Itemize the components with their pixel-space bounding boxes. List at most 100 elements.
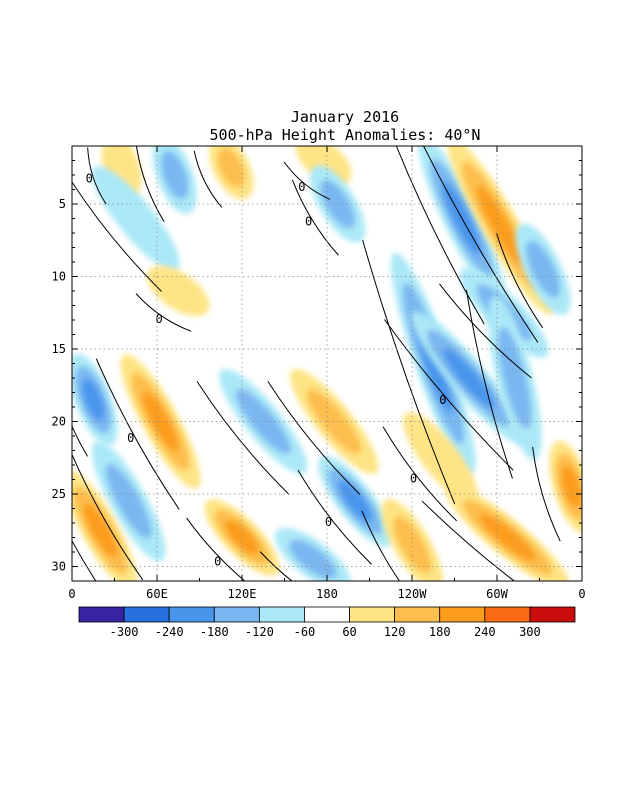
anomaly-band — [480, 514, 536, 561]
colorbar-label: 240 — [474, 625, 496, 639]
y-tick-label: 20 — [52, 415, 66, 429]
zero-contour-line — [291, 179, 339, 256]
contour-label: 0 — [298, 180, 305, 194]
anomaly-band — [295, 146, 352, 186]
zero-contour-line — [465, 289, 513, 479]
colorbar-swatch — [394, 606, 441, 623]
colorbar-swatch — [439, 606, 486, 623]
y-tick-label: 10 — [52, 270, 66, 284]
zero-contour-line — [72, 453, 144, 581]
positive-anomaly-18 — [403, 412, 478, 504]
x-tick-label: 120W — [398, 587, 428, 601]
zero-contour-line — [382, 426, 458, 522]
colorbar-swatch — [529, 606, 576, 623]
negative-anomaly-14 — [72, 353, 118, 446]
negative-anomaly-7 — [91, 166, 180, 271]
negative-anomaly-26 — [274, 527, 351, 581]
colorbar-swatch — [78, 606, 125, 623]
zero-contour-line — [283, 161, 331, 200]
anomaly-band — [338, 481, 372, 522]
colorbar-label: -60 — [294, 625, 316, 639]
negative-anomaly-11 — [515, 223, 571, 316]
positive-anomaly-22 — [72, 470, 138, 581]
anomaly-band — [217, 148, 245, 188]
zero-contour-line — [72, 425, 88, 457]
colorbar-label: 120 — [384, 625, 406, 639]
x-axis: 0 60E 120E 180 120W 60W 0 — [68, 146, 586, 601]
anomaly-band — [476, 186, 525, 266]
colorbar-swatch — [168, 606, 215, 623]
x-tick-label: 0 — [68, 587, 75, 601]
colorbar-swatch — [258, 606, 305, 623]
x-tick-label: 60W — [486, 587, 508, 601]
zero-contour-line — [384, 319, 514, 471]
positive-anomaly-3 — [295, 146, 352, 186]
contour-label: 0 — [439, 393, 446, 407]
colorbar-swatch — [123, 606, 170, 623]
positive-anomaly-25 — [381, 498, 443, 581]
positive-anomaly-23 — [445, 485, 570, 581]
positive-anomaly-20 — [549, 440, 582, 533]
zero-contour-line — [421, 500, 516, 581]
zero-contour-line — [362, 239, 456, 505]
zero-contour-line — [87, 147, 107, 205]
zero-contour-line — [532, 446, 561, 542]
gridlines — [72, 146, 582, 581]
negative-anomaly-16 — [219, 369, 308, 474]
anomaly-band — [161, 151, 189, 199]
negative-anomaly-1 — [152, 146, 197, 214]
y-tick-label: 25 — [52, 487, 66, 501]
anomaly-band — [393, 516, 431, 573]
x-tick-label: 0 — [578, 587, 585, 601]
colorbar-label: 180 — [429, 625, 451, 639]
colorbar-label: -240 — [155, 625, 184, 639]
positive-anomaly-9 — [147, 265, 210, 317]
anomaly-band — [142, 391, 179, 452]
zero-contour-line — [423, 146, 539, 343]
y-tick-label: 5 — [59, 197, 66, 211]
colorbar-label: -180 — [200, 625, 229, 639]
zero-contour-line — [135, 146, 165, 222]
anomaly-band — [106, 464, 152, 539]
negative-anomaly-13 — [488, 295, 542, 461]
anomaly-band — [403, 412, 478, 504]
x-tick-label: 120E — [228, 587, 257, 601]
contour-label: 0 — [214, 554, 221, 568]
zero-contour-line — [496, 233, 544, 329]
x-tick-label: 180 — [316, 587, 338, 601]
anomaly-band — [82, 379, 105, 421]
zero-contour-line — [196, 381, 290, 495]
zero-contour-line — [72, 539, 97, 581]
colorbar-swatch — [213, 606, 260, 623]
colorbar-label: -300 — [110, 625, 139, 639]
anomaly-band — [147, 265, 210, 317]
contour-label: 0 — [410, 472, 417, 486]
plot-area: 0 0 0 0 0 0 0 0 0 0 60E 120E 180 120W 60W 0 5 10 15 20 25 3… — [52, 145, 586, 601]
contour-label: 0 — [86, 171, 93, 185]
zero-contour-line — [95, 358, 180, 510]
y-tick-label: 30 — [52, 560, 66, 574]
x-tick-label: 60E — [146, 587, 168, 601]
anomaly-band — [561, 466, 582, 508]
colorbar-swatch — [349, 606, 396, 623]
zero-contour-line — [361, 510, 401, 581]
anomaly-band — [236, 389, 291, 454]
zero-contour-line — [259, 551, 293, 581]
zero-contour-line — [267, 381, 361, 495]
anomaly-band — [526, 240, 560, 298]
anomaly-band — [91, 166, 180, 271]
contour-label: 0 — [155, 312, 162, 326]
zero-contour-line — [186, 517, 246, 581]
anomaly-band — [289, 539, 337, 579]
colorbar: -300 -240 -180 -120 -60 60 120 180 240 300 — [78, 606, 576, 639]
positive-anomaly-15 — [120, 354, 201, 489]
zero-contour-line — [439, 283, 532, 379]
zero-contour-line — [72, 181, 162, 292]
contour-label: 0 — [127, 431, 134, 445]
zero-contour-line — [193, 150, 223, 208]
zero-contour-line — [135, 293, 192, 332]
zero-contours: 0 0 0 0 0 0 0 0 0 — [72, 146, 561, 581]
colorbar-label: 300 — [519, 625, 541, 639]
chart-title: January 2016 — [291, 108, 399, 126]
